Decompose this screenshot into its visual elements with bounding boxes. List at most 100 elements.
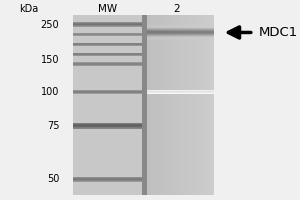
Bar xyxy=(164,28,167,29)
Bar xyxy=(190,29,194,30)
Bar xyxy=(160,32,164,33)
Bar xyxy=(200,15,202,195)
Bar xyxy=(187,28,190,29)
Bar xyxy=(154,28,157,29)
Bar xyxy=(187,33,190,34)
Bar xyxy=(187,38,190,39)
Bar xyxy=(170,26,174,27)
Bar xyxy=(194,34,197,35)
Bar xyxy=(174,37,177,38)
Bar xyxy=(184,32,187,33)
Bar xyxy=(209,15,210,195)
Bar xyxy=(154,31,157,32)
Bar xyxy=(162,15,164,195)
Bar xyxy=(177,37,181,38)
Bar xyxy=(184,30,187,31)
Bar xyxy=(181,25,184,26)
Bar xyxy=(207,37,210,38)
Bar xyxy=(164,32,167,33)
Bar xyxy=(187,34,190,35)
Bar xyxy=(210,32,214,33)
Bar xyxy=(174,31,177,32)
Bar xyxy=(181,26,184,27)
Bar xyxy=(181,28,184,29)
Bar xyxy=(174,28,177,29)
Bar xyxy=(194,39,197,40)
Bar xyxy=(73,62,142,63)
Bar xyxy=(200,35,204,36)
Bar xyxy=(174,34,177,35)
Bar xyxy=(210,31,214,32)
Bar xyxy=(207,26,210,27)
Bar xyxy=(177,27,181,28)
Bar xyxy=(157,30,161,31)
Bar xyxy=(157,39,161,40)
Bar xyxy=(157,34,161,35)
Bar xyxy=(164,15,166,195)
Bar xyxy=(210,29,214,30)
Text: 2: 2 xyxy=(173,4,180,14)
Bar xyxy=(210,38,214,39)
Bar xyxy=(200,30,204,31)
Bar xyxy=(197,27,200,28)
Bar xyxy=(207,35,210,36)
Bar xyxy=(151,34,154,35)
Bar xyxy=(197,31,200,32)
Bar xyxy=(190,32,194,33)
Bar xyxy=(200,26,204,27)
Bar xyxy=(207,31,210,32)
Bar xyxy=(73,178,142,179)
Bar xyxy=(204,33,207,34)
Bar xyxy=(154,26,157,27)
Bar xyxy=(157,32,161,33)
Text: MW: MW xyxy=(98,4,117,14)
Bar xyxy=(147,15,149,195)
Bar xyxy=(167,34,170,35)
Bar xyxy=(194,30,197,31)
Bar xyxy=(204,30,207,31)
Bar xyxy=(147,91,214,92)
Bar xyxy=(187,27,190,28)
Bar xyxy=(207,36,210,37)
Bar xyxy=(73,15,142,195)
Bar xyxy=(197,28,200,29)
Bar xyxy=(177,33,181,34)
Bar xyxy=(181,33,184,34)
Bar xyxy=(207,38,210,39)
Bar xyxy=(210,37,214,38)
Bar xyxy=(184,15,185,195)
Bar xyxy=(73,126,142,127)
Bar xyxy=(200,29,204,30)
Bar xyxy=(184,33,187,34)
Bar xyxy=(160,27,164,28)
Bar xyxy=(167,38,170,39)
Bar xyxy=(190,39,194,40)
Bar xyxy=(197,15,199,195)
Bar xyxy=(73,26,142,27)
Bar xyxy=(170,32,174,33)
Bar xyxy=(187,37,190,38)
Bar xyxy=(189,15,190,195)
Bar xyxy=(154,30,157,31)
Bar xyxy=(197,37,200,38)
Bar xyxy=(200,38,204,39)
Bar xyxy=(157,33,161,34)
Bar xyxy=(187,29,190,30)
Bar xyxy=(184,39,187,40)
Bar xyxy=(73,35,142,36)
Bar xyxy=(73,43,142,44)
Bar xyxy=(73,92,142,93)
Text: kDa: kDa xyxy=(19,4,39,14)
Bar xyxy=(204,39,207,40)
Bar xyxy=(184,28,187,29)
Bar xyxy=(170,27,174,28)
Bar xyxy=(190,30,194,31)
Bar xyxy=(167,28,170,29)
Bar xyxy=(160,29,164,30)
Bar xyxy=(147,90,214,91)
Bar xyxy=(190,27,194,28)
Bar xyxy=(164,31,167,32)
Bar xyxy=(210,30,214,31)
Bar xyxy=(194,29,197,30)
Bar xyxy=(204,34,207,35)
